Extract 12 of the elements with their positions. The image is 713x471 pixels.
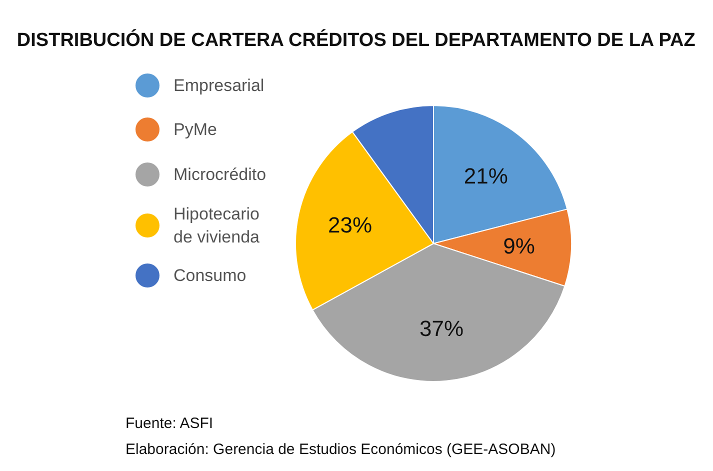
data-label: 37% <box>420 316 464 342</box>
text: Elaboración: Gerencia de Estudios Económicos (GEE-ASOBAN) <box>126 441 556 458</box>
legend-label: PyMe <box>174 120 217 139</box>
legend-label: Hipotecario de vivienda <box>174 204 260 246</box>
legend-label: Empresarial <box>174 76 264 95</box>
legend-label: Microcrédito <box>174 165 266 184</box>
data-label: 23% <box>328 212 372 238</box>
source-note: Fuente: ASFI <box>126 415 214 432</box>
data-label: 21% <box>464 163 508 188</box>
legend-label: Consumo <box>174 266 246 285</box>
data-label: 9% <box>503 234 535 259</box>
chart-title: DISTRIBUCIÓN DE CARTERA CRÉDITOS DEL DEPARTAMENTO DE LA PAZ <box>16 29 696 51</box>
